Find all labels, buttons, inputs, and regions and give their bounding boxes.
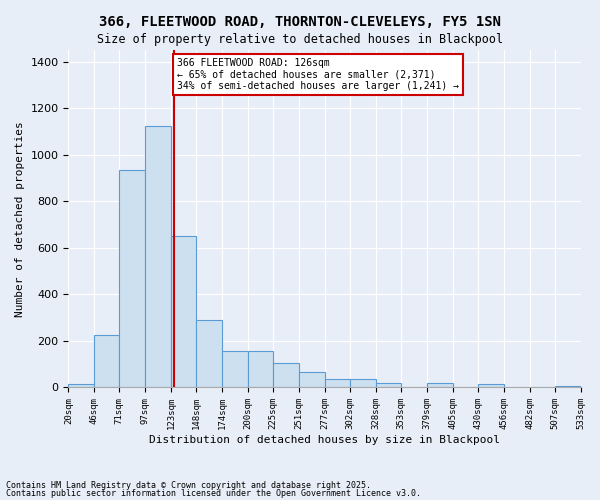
Bar [427,384,453,388]
Bar [94,335,119,388]
Bar [68,384,94,388]
Bar [119,170,145,388]
X-axis label: Distribution of detached houses by size in Blackpool: Distribution of detached houses by size … [149,435,500,445]
Text: 366 FLEETWOOD ROAD: 126sqm
← 65% of detached houses are smaller (2,371)
34% of s: 366 FLEETWOOD ROAD: 126sqm ← 65% of deta… [177,58,459,92]
Text: 366, FLEETWOOD ROAD, THORNTON-CLEVELEYS, FY5 1SN: 366, FLEETWOOD ROAD, THORNTON-CLEVELEYS,… [99,15,501,29]
Y-axis label: Number of detached properties: Number of detached properties [15,121,25,316]
Bar [145,126,171,388]
Text: Contains HM Land Registry data © Crown copyright and database right 2025.: Contains HM Land Registry data © Crown c… [6,481,371,490]
Bar [273,363,299,388]
Bar [196,320,222,388]
Bar [376,383,401,388]
Bar [554,386,581,388]
Bar [350,380,376,388]
Bar [171,236,196,388]
Bar [478,384,503,388]
Text: Size of property relative to detached houses in Blackpool: Size of property relative to detached ho… [97,32,503,46]
Bar [325,380,350,388]
Bar [248,352,273,388]
Bar [299,372,325,388]
Bar [222,352,248,388]
Text: Contains public sector information licensed under the Open Government Licence v3: Contains public sector information licen… [6,488,421,498]
